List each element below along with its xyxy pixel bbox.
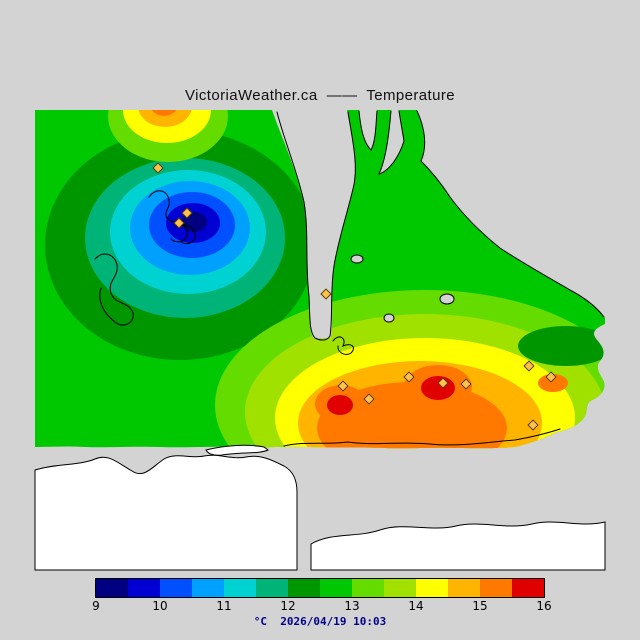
- colorbar-segment: [352, 579, 384, 597]
- colorbar-ticks: 9 10 11 12 13 14 15 16: [0, 599, 640, 614]
- colorbar-tick-label: 10: [152, 599, 168, 613]
- coastline-peninsulas: [358, 110, 605, 318]
- colorbar-segment: [96, 579, 128, 597]
- colorbar-caption: °C 2026/04/19 10:03: [253, 615, 387, 628]
- colorbar-segment: [288, 579, 320, 597]
- colorbar: [95, 578, 545, 598]
- coastlines: [94, 110, 605, 447]
- colorbar-segment: [448, 579, 480, 597]
- page-title: VictoriaWeather.ca —— Temperature: [185, 87, 455, 104]
- land-mass-southeast: [310, 521, 606, 571]
- colorbar-tick-label: 12: [280, 599, 296, 613]
- cold-spot: [45, 130, 315, 360]
- warm-patch: [538, 374, 568, 392]
- colorbar-segment: [416, 579, 448, 597]
- colorbar-tick-label: 15: [472, 599, 488, 613]
- hot-core: [421, 376, 455, 400]
- coastline-west-shore: [94, 253, 134, 326]
- station-marker-icon: [337, 380, 349, 392]
- colorbar-segment: [384, 579, 416, 597]
- colorbar-tick-label: 16: [536, 599, 552, 613]
- warm-spot-north: [108, 110, 228, 162]
- east-fingers-detail: [518, 326, 605, 392]
- colorbar-tick-label: 11: [216, 599, 232, 613]
- warm-band: [123, 110, 211, 143]
- colorbar-segment: [192, 579, 224, 597]
- lakes: [350, 254, 455, 323]
- land-outside-region: [34, 444, 606, 571]
- colorbar-tick-label: 9: [92, 599, 100, 613]
- land-mass-southwest: [34, 454, 298, 571]
- lake-outline: [439, 293, 455, 305]
- colorbar-tick-label: 14: [408, 599, 424, 613]
- station-marker-icon: [152, 162, 164, 174]
- colorbar-segment: [224, 579, 256, 597]
- hot-core: [327, 395, 353, 415]
- station-marker-icon: [523, 360, 535, 372]
- station-marker-icon: [460, 378, 472, 390]
- coastline-inlet: [276, 111, 356, 341]
- colorbar-segment: [128, 579, 160, 597]
- station-marker-icon: [363, 393, 375, 405]
- coastline-south: [283, 428, 561, 447]
- warm-band: [138, 110, 192, 127]
- station-marker-icon: [403, 371, 415, 383]
- warm-band: [150, 110, 178, 116]
- station-marker-icon: [527, 419, 539, 431]
- coastline-harbour: [332, 336, 354, 355]
- colorbar-segment: [256, 579, 288, 597]
- lake-outline: [350, 254, 364, 264]
- colorbar-segment: [512, 579, 544, 597]
- temperature-field: [35, 110, 605, 449]
- station-marker-icon: [545, 371, 557, 383]
- colorbar-segment: [160, 579, 192, 597]
- colorbar-segment: [320, 579, 352, 597]
- station-marker-icon: [437, 377, 449, 389]
- station-marker-icon: [173, 217, 185, 229]
- lake-outline: [383, 313, 395, 323]
- cool-patch: [518, 326, 605, 366]
- land-spit: [205, 444, 269, 456]
- station-markers: [152, 162, 557, 431]
- colorbar-tick-label: 13: [344, 599, 360, 613]
- colorbar-segment: [480, 579, 512, 597]
- station-marker-icon: [181, 207, 193, 219]
- station-marker-icon: [320, 288, 332, 300]
